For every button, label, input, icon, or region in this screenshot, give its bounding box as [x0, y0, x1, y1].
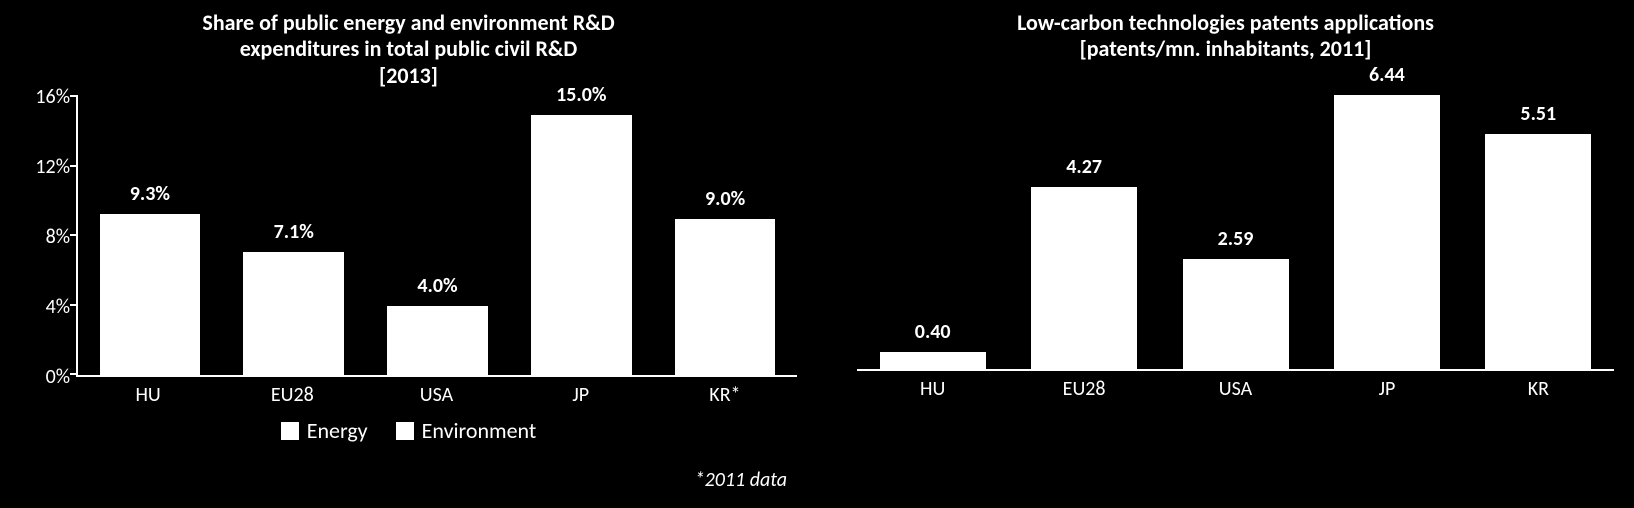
x-tick-label: KR* — [653, 383, 797, 407]
left-x-ticks: HUEU28USAJPKR* — [76, 383, 797, 407]
x-tick-label: EU28 — [220, 383, 364, 407]
left-bars-container: 9.3% 7.1% 4.0% 15.0% 9.0% — [78, 97, 797, 375]
bar: 5.51 — [1485, 134, 1591, 369]
title-line: [2013] — [20, 63, 797, 89]
title-line: Low-carbon technologies patents applicat… — [837, 10, 1614, 36]
right-chart-title: Low-carbon technologies patents applicat… — [837, 10, 1614, 63]
right-chart-panel: Low-carbon technologies patents applicat… — [817, 0, 1634, 508]
y-tick-mark — [70, 234, 78, 236]
x-tick-label: HU — [857, 377, 1008, 401]
x-tick-label: KR — [1463, 377, 1614, 401]
bar-slot: 7.1% — [222, 97, 366, 375]
x-tick-label: EU28 — [1008, 377, 1159, 401]
legend-swatch — [396, 422, 414, 440]
bar-value-label: 2.59 — [1218, 227, 1254, 251]
page-root: Share of public energy and environment R… — [0, 0, 1634, 508]
legend-item: Energy — [281, 417, 368, 444]
x-tick-label: USA — [364, 383, 508, 407]
x-axis-spacer — [837, 377, 857, 401]
bar: 6.44 — [1334, 95, 1440, 369]
bar-slot: 0.40 — [857, 71, 1008, 369]
bar-slot: 4.27 — [1008, 71, 1159, 369]
bar: 2.59 — [1183, 259, 1289, 369]
legend-item: Environment — [396, 417, 537, 444]
right-left-pad — [837, 71, 857, 371]
bar-value-label: 4.0% — [417, 274, 457, 298]
x-tick-label: USA — [1160, 377, 1311, 401]
bar-value-label: 15.0% — [556, 83, 606, 107]
bar-value-label: 9.3% — [130, 182, 170, 206]
bar: 0.40 — [880, 352, 986, 369]
bar-slot: 15.0% — [509, 97, 653, 375]
bar-slot: 2.59 — [1160, 71, 1311, 369]
right-plot: 0.40 4.27 2.59 6.44 5.51 — [857, 71, 1614, 371]
right-bars-container: 0.40 4.27 2.59 6.44 5.51 — [857, 71, 1614, 369]
left-chart-title: Share of public energy and environment R… — [20, 10, 797, 89]
bar-value-label: 0.40 — [915, 320, 951, 344]
bar: 9.3% — [100, 214, 201, 376]
y-tick-mark — [70, 165, 78, 167]
y-tick-mark — [70, 95, 78, 97]
bar: 4.0% — [387, 306, 488, 376]
bar-value-label: 9.0% — [705, 187, 745, 211]
bar: 7.1% — [243, 252, 344, 375]
bar-value-label: 7.1% — [274, 220, 314, 244]
bar-value-label: 4.27 — [1066, 155, 1102, 179]
x-tick-label: HU — [76, 383, 220, 407]
right-x-ticks: HUEU28USAJPKR — [857, 377, 1614, 401]
right-plot-area: 0.40 4.27 2.59 6.44 5.51 — [837, 71, 1614, 371]
title-line: [patents/mn. inhabitants, 2011] — [837, 36, 1614, 62]
left-y-axis: 16%12%8%4%0% — [20, 97, 76, 377]
bar: 4.27 — [1031, 187, 1137, 369]
bar: 15.0% — [531, 115, 632, 376]
x-tick-label: JP — [509, 383, 653, 407]
bar-slot: 4.0% — [366, 97, 510, 375]
bar-slot: 5.51 — [1463, 71, 1614, 369]
left-x-axis: HUEU28USAJPKR* — [20, 383, 797, 407]
legend-label: Environment — [422, 417, 537, 444]
right-x-axis: HUEU28USAJPKR — [837, 377, 1614, 401]
bar-slot: 9.3% — [78, 97, 222, 375]
bar: 9.0% — [675, 219, 776, 375]
left-chart-panel: Share of public energy and environment R… — [0, 0, 817, 508]
legend-swatch — [281, 422, 299, 440]
left-footnote: *2011 data — [695, 468, 787, 492]
bar-slot: 9.0% — [653, 97, 797, 375]
left-plot-area: 16%12%8%4%0% 9.3% 7.1% 4.0% 15.0% 9.0% — [20, 97, 797, 377]
left-legend: Energy Environment — [20, 417, 797, 444]
legend-label: Energy — [307, 417, 368, 444]
y-tick-mark — [70, 304, 78, 306]
x-tick-label: JP — [1311, 377, 1462, 401]
y-tick-mark — [70, 373, 78, 375]
title-line: expenditures in total public civil R&D — [20, 36, 797, 62]
bar-value-label: 6.44 — [1369, 63, 1405, 87]
bar-slot: 6.44 — [1311, 71, 1462, 369]
title-line: Share of public energy and environment R… — [20, 10, 797, 36]
bar-value-label: 5.51 — [1520, 102, 1556, 126]
left-plot: 9.3% 7.1% 4.0% 15.0% 9.0% — [76, 97, 797, 377]
